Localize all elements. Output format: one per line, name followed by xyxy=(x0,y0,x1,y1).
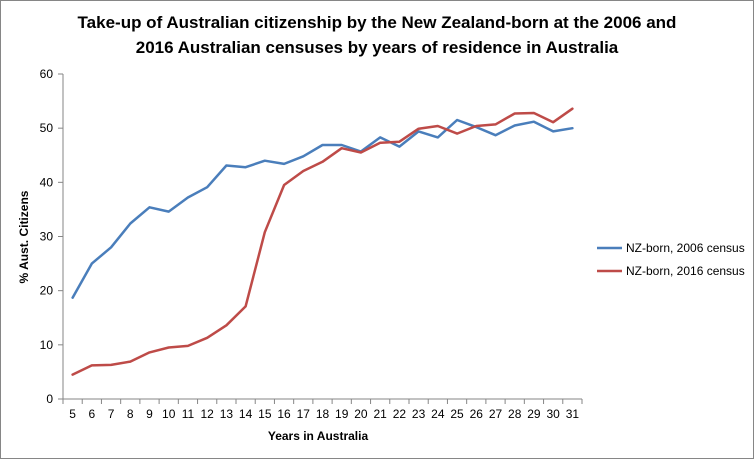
chart-title-line-2: 2016 Australian censuses by years of res… xyxy=(136,38,619,57)
x-tick-label: 15 xyxy=(258,407,272,421)
legend-label-2: NZ-born, 2016 census xyxy=(626,264,745,278)
x-tick-label: 6 xyxy=(88,407,95,421)
x-tick-label: 19 xyxy=(335,407,349,421)
plot-area: 0 10 20 30 40 50 60 5 6 7 8 9 10 11 12 13 14 15 16 17 18 19 20… xyxy=(40,67,583,421)
x-tick-label: 5 xyxy=(69,407,76,421)
x-tick-label: 28 xyxy=(508,407,522,421)
x-tick-label: 29 xyxy=(527,407,541,421)
x-tick-label: 30 xyxy=(546,407,560,421)
y-tick-label: 30 xyxy=(40,230,54,244)
x-tick-label: 17 xyxy=(297,407,311,421)
x-tick-label: 27 xyxy=(489,407,503,421)
x-tick-label: 23 xyxy=(412,407,426,421)
legend: NZ-born, 2006 census NZ-born, 2016 census xyxy=(597,241,745,278)
legend-label-1: NZ-born, 2006 census xyxy=(626,241,745,255)
x-tick-label: 24 xyxy=(431,407,445,421)
series-line-1 xyxy=(71,118,574,299)
x-tick-label: 21 xyxy=(373,407,387,421)
x-tick-label: 20 xyxy=(354,407,368,421)
x-tick-label: 14 xyxy=(239,407,253,421)
y-tick-label: 0 xyxy=(46,392,53,406)
x-tick-label: 10 xyxy=(162,407,176,421)
y-tick-label: 60 xyxy=(40,67,54,81)
x-tick-label: 13 xyxy=(220,407,234,421)
x-tick-label: 8 xyxy=(127,407,134,421)
y-tick-label: 10 xyxy=(40,338,54,352)
x-tick-label: 22 xyxy=(393,407,407,421)
x-tick-label: 9 xyxy=(146,407,153,421)
series-line-2 xyxy=(71,107,574,376)
x-tick-label: 7 xyxy=(108,407,115,421)
y-tick-label: 40 xyxy=(40,175,54,189)
x-tick-label: 31 xyxy=(566,407,580,421)
y-tick-label: 20 xyxy=(40,284,54,298)
x-tick-label: 16 xyxy=(277,407,291,421)
chart-title-line-1: Take-up of Australian citizenship by the… xyxy=(78,13,677,32)
x-axis-label: Years in Australia xyxy=(268,429,369,443)
x-tick-label: 26 xyxy=(470,407,484,421)
x-tick-label: 18 xyxy=(316,407,330,421)
x-tick-label: 11 xyxy=(182,407,195,421)
y-tick-label: 50 xyxy=(40,121,54,135)
x-tick-label: 25 xyxy=(450,407,464,421)
x-tick-label: 12 xyxy=(200,407,214,421)
y-axis-label: % Aust. Citizens xyxy=(17,190,31,283)
